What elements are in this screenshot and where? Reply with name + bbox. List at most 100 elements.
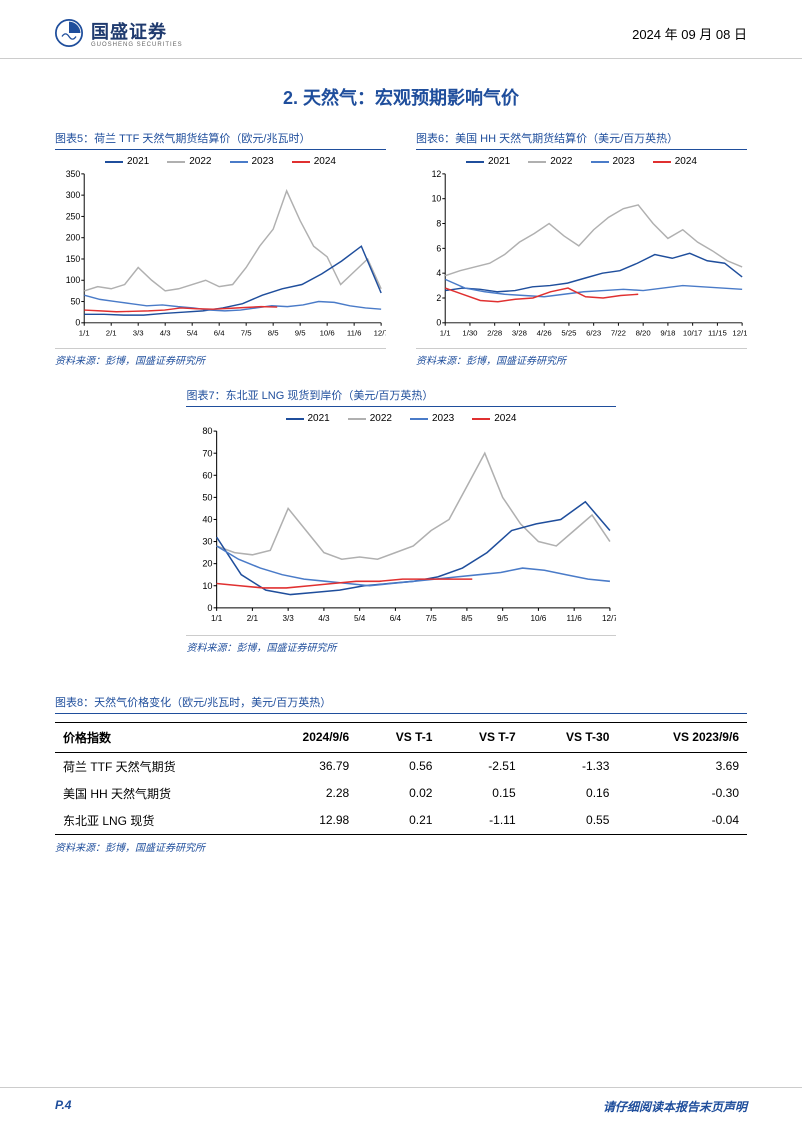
table-cell: 0.16 — [524, 780, 618, 807]
svg-text:11/15: 11/15 — [708, 328, 727, 337]
legend-swatch — [167, 161, 185, 163]
legend-item: 2022 — [167, 156, 211, 167]
svg-text:1/1: 1/1 — [440, 328, 451, 337]
svg-text:350: 350 — [66, 169, 81, 179]
table-cell: -1.33 — [524, 752, 618, 780]
svg-text:0: 0 — [208, 603, 213, 613]
chart6-source: 资料来源：彭博，国盛证券研究所 — [416, 348, 747, 367]
svg-text:10: 10 — [432, 194, 442, 204]
legend-label: 2023 — [613, 156, 635, 167]
chart6-caption: 图表6：美国 HH 天然气期货结算价（美元/百万英热） — [416, 130, 747, 150]
legend-swatch — [292, 161, 310, 163]
charts-row-1: 图表5：荷兰 TTF 天然气期货结算价（欧元/兆瓦时） 202120222023… — [0, 130, 802, 367]
chart6-legend: 2021202220232024 — [416, 156, 747, 167]
svg-text:40: 40 — [203, 515, 213, 525]
svg-text:9/5: 9/5 — [497, 614, 509, 623]
svg-text:11/6: 11/6 — [347, 328, 362, 337]
svg-text:4/3: 4/3 — [319, 614, 331, 623]
svg-text:60: 60 — [203, 471, 213, 481]
page-number: P.4 — [55, 1098, 71, 1115]
legend-item: 2021 — [286, 413, 330, 424]
svg-text:8/20: 8/20 — [636, 328, 652, 337]
table-cell: 0.15 — [440, 780, 523, 807]
footer-note: 请仔细阅读本报告末页声明 — [603, 1098, 747, 1115]
svg-text:11/6: 11/6 — [567, 614, 583, 623]
legend-item: 2022 — [348, 413, 392, 424]
table-cell: 2.28 — [258, 780, 357, 807]
legend-label: 2023 — [252, 156, 274, 167]
svg-text:3/28: 3/28 — [512, 328, 527, 337]
svg-text:8/5: 8/5 — [462, 614, 474, 623]
chart5-block: 图表5：荷兰 TTF 天然气期货结算价（欧元/兆瓦时） 202120222023… — [55, 130, 386, 367]
company-name: 国盛证券 — [91, 18, 183, 44]
svg-text:5/25: 5/25 — [561, 328, 576, 337]
legend-swatch — [286, 418, 304, 420]
table-cell: 0.21 — [357, 807, 440, 835]
legend-label: 2021 — [308, 413, 330, 424]
chart7-block: 图表7：东北亚 LNG 现货到岸价（美元/百万英热） 2021202220232… — [186, 387, 615, 653]
chart6-svg: 0246810121/11/302/283/284/265/256/237/22… — [416, 169, 747, 344]
svg-text:6/23: 6/23 — [586, 328, 601, 337]
svg-text:0: 0 — [75, 318, 80, 328]
table-header-cell: VS T-30 — [524, 722, 618, 752]
table-cell: 12.98 — [258, 807, 357, 835]
table8-source: 资料来源：彭博，国盛证券研究所 — [55, 839, 747, 854]
svg-text:150: 150 — [66, 254, 81, 264]
svg-text:12/7: 12/7 — [374, 328, 386, 337]
legend-item: 2022 — [528, 156, 572, 167]
svg-text:3/3: 3/3 — [133, 328, 144, 337]
svg-text:6/4: 6/4 — [214, 328, 225, 337]
svg-text:250: 250 — [66, 211, 81, 221]
table-header-row: 价格指数2024/9/6VS T-1VS T-7VS T-30VS 2023/9… — [55, 722, 747, 752]
svg-text:1/1: 1/1 — [211, 614, 223, 623]
legend-swatch — [466, 161, 484, 163]
svg-text:5/4: 5/4 — [354, 614, 366, 623]
chart5-legend: 2021202220232024 — [55, 156, 386, 167]
legend-swatch — [591, 161, 609, 163]
svg-text:12/7: 12/7 — [602, 614, 615, 623]
page-footer: P.4 请仔细阅读本报告末页声明 — [0, 1087, 802, 1133]
legend-swatch — [105, 161, 123, 163]
table-cell: 0.56 — [357, 752, 440, 780]
svg-text:10/17: 10/17 — [683, 328, 702, 337]
legend-label: 2022 — [189, 156, 211, 167]
company-logo-icon — [55, 19, 83, 47]
svg-text:200: 200 — [66, 233, 81, 243]
table-cell: -1.11 — [440, 807, 523, 835]
svg-text:10/6: 10/6 — [320, 328, 335, 337]
svg-text:100: 100 — [66, 275, 81, 285]
legend-label: 2022 — [370, 413, 392, 424]
legend-swatch — [653, 161, 671, 163]
svg-text:6/4: 6/4 — [390, 614, 402, 623]
svg-text:4/3: 4/3 — [160, 328, 171, 337]
svg-text:7/5: 7/5 — [426, 614, 438, 623]
svg-text:2: 2 — [436, 293, 441, 303]
legend-swatch — [472, 418, 490, 420]
svg-text:9/18: 9/18 — [660, 328, 675, 337]
svg-text:50: 50 — [71, 296, 81, 306]
legend-swatch — [348, 418, 366, 420]
table-cell: -2.51 — [440, 752, 523, 780]
svg-text:10/6: 10/6 — [531, 614, 547, 623]
chart7-svg: 010203040506070801/12/13/34/35/46/47/58/… — [186, 426, 615, 630]
legend-swatch — [410, 418, 428, 420]
legend-item: 2024 — [653, 156, 697, 167]
table-cell: 0.02 — [357, 780, 440, 807]
charts-row-2: 图表7：东北亚 LNG 现货到岸价（美元/百万英热） 2021202220232… — [0, 387, 802, 653]
svg-text:300: 300 — [66, 190, 81, 200]
table-cell: 0.55 — [524, 807, 618, 835]
svg-text:5/4: 5/4 — [187, 328, 198, 337]
legend-label: 2024 — [314, 156, 336, 167]
table-row: 东北亚 LNG 现货12.980.21-1.110.55-0.04 — [55, 807, 747, 835]
svg-text:9/5: 9/5 — [295, 328, 306, 337]
table-cell: -0.30 — [617, 780, 747, 807]
section-title: 2. 天然气：宏观预期影响气价 — [0, 84, 802, 110]
legend-label: 2024 — [675, 156, 697, 167]
svg-text:80: 80 — [203, 426, 213, 436]
svg-text:2/28: 2/28 — [487, 328, 502, 337]
page-header: 国盛证券 GUOSHENG SECURITIES 2024 年 09 月 08 … — [0, 0, 802, 59]
legend-item: 2024 — [472, 413, 516, 424]
table-row: 荷兰 TTF 天然气期货36.790.56-2.51-1.333.69 — [55, 752, 747, 780]
svg-text:8/5: 8/5 — [268, 328, 279, 337]
table8: 价格指数2024/9/6VS T-1VS T-7VS T-30VS 2023/9… — [55, 722, 747, 835]
